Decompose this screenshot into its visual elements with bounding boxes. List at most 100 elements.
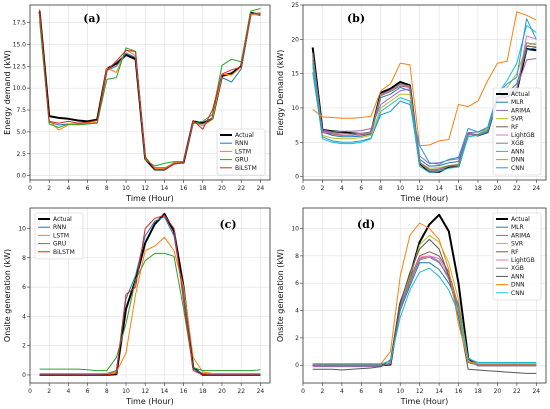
legend-entry: GRU	[235, 157, 248, 164]
legend-entry: ARIMA	[511, 107, 531, 114]
legend-entry: LSTM	[53, 232, 69, 239]
x-tick-label: 6	[359, 388, 363, 395]
series-line-xgb	[312, 256, 537, 366]
x-tick-label: 4	[66, 185, 70, 192]
y-tick-label: 0.0	[16, 173, 26, 180]
y-tick-label: 0	[22, 372, 26, 379]
legend-entry: GRU	[53, 241, 66, 248]
x-tick-label: 12	[416, 185, 424, 192]
legend-entry: LightGB	[511, 132, 535, 139]
plot-frame	[29, 4, 271, 181]
series-line-actual	[38, 11, 261, 171]
y-tick-label: 5.0	[16, 129, 26, 136]
x-axis-label: Time (Hour)	[125, 194, 174, 203]
legend-entry: BiLSTM	[53, 249, 75, 256]
x-tick-label: 12	[141, 388, 149, 395]
y-tick-label: 25	[291, 2, 299, 9]
legend-entry: MLR	[511, 99, 524, 106]
x-tick-label: 16	[455, 388, 463, 395]
x-axis-label: Time (Hour)	[125, 397, 174, 406]
y-tick-label: 10	[18, 226, 26, 233]
x-tick-label: 2	[321, 185, 325, 192]
x-tick-label: 2	[47, 388, 51, 395]
series-line-bilstm	[39, 9, 261, 170]
x-tick-label: 6	[359, 185, 363, 192]
x-tick-label: 0	[28, 388, 32, 395]
legend-box	[216, 128, 266, 176]
x-tick-label: 4	[66, 388, 70, 395]
y-axis-label: Onsite generation (kW)	[3, 249, 12, 342]
x-axis-label: Time (Hour)	[400, 194, 449, 203]
legend-entry: Actual	[53, 216, 72, 223]
series-line-rnn	[39, 216, 261, 375]
legend-entry: Actual	[511, 216, 530, 223]
x-tick-label: 12	[141, 185, 149, 192]
y-tick-label: 8	[295, 253, 299, 260]
legend-entry: Actual	[511, 91, 530, 98]
legend-entry: RNN	[53, 224, 66, 231]
x-tick-label: 10	[122, 185, 130, 192]
series-line-gru	[39, 252, 261, 372]
y-tick-label: 0	[295, 362, 299, 369]
y-tick-label: 6	[22, 284, 26, 291]
series-line-lstm	[39, 236, 261, 374]
x-tick-label: 20	[494, 185, 502, 192]
x-tick-label: 18	[474, 388, 482, 395]
y-tick-label: 2.5	[16, 151, 26, 158]
y-tick-label: 6	[295, 280, 299, 287]
legend-entry: Actual	[235, 132, 254, 139]
y-axis-label: Onsite generation (kW)	[276, 249, 285, 342]
x-tick-label: 22	[513, 185, 521, 192]
legend-entry: RNN	[235, 140, 248, 147]
x-tick-label: 24	[257, 185, 265, 192]
y-tick-label: 0	[295, 174, 299, 181]
x-tick-label: 8	[105, 185, 109, 192]
legend-entry: XGB	[511, 140, 524, 147]
x-tick-label: 14	[161, 388, 169, 395]
x-tick-label: 16	[455, 185, 463, 192]
x-tick-label: 12	[416, 388, 424, 395]
x-tick-label: 18	[199, 185, 207, 192]
y-tick-label: 10	[291, 105, 299, 112]
x-tick-label: 8	[379, 185, 383, 192]
x-tick-label: 22	[237, 388, 245, 395]
legend-box	[492, 87, 542, 176]
x-tick-label: 24	[532, 388, 540, 395]
series-line-ann	[312, 238, 537, 374]
x-tick-label: 14	[435, 388, 443, 395]
legend-entry: DNN	[511, 282, 525, 289]
legend-entry: ARIMA	[511, 232, 531, 239]
x-axis-label: Time (Hour)	[400, 397, 449, 406]
y-tick-label: 8	[22, 255, 26, 262]
x-tick-label: 0	[28, 185, 32, 192]
x-tick-label: 20	[218, 185, 226, 192]
x-tick-label: 22	[513, 388, 521, 395]
legend-entry: RF	[511, 249, 519, 256]
x-tick-label: 10	[396, 388, 404, 395]
y-tick-label: 20	[291, 36, 299, 43]
panel-label: (a)	[83, 12, 101, 25]
legend-entry: LightGB	[511, 257, 535, 264]
legend-entry: CNN	[511, 165, 524, 172]
x-tick-label: 22	[237, 185, 245, 192]
y-tick-label: 17.5	[13, 20, 27, 27]
legend-entry: SVR	[511, 241, 523, 248]
y-axis-label: Energy Demand (kW)	[276, 50, 285, 136]
x-tick-label: 2	[47, 185, 51, 192]
series-line-bilstm	[39, 214, 261, 376]
x-tick-label: 18	[474, 185, 482, 192]
y-tick-label: 12.5	[13, 63, 27, 70]
series-line-cnn	[312, 267, 537, 365]
y-tick-label: 7.5	[16, 107, 26, 114]
x-tick-label: 8	[379, 388, 383, 395]
x-tick-label: 24	[532, 185, 540, 192]
panel-label: (c)	[219, 218, 236, 231]
y-tick-label: 4	[22, 313, 26, 320]
legend-entry: BiLSTM	[235, 165, 257, 172]
